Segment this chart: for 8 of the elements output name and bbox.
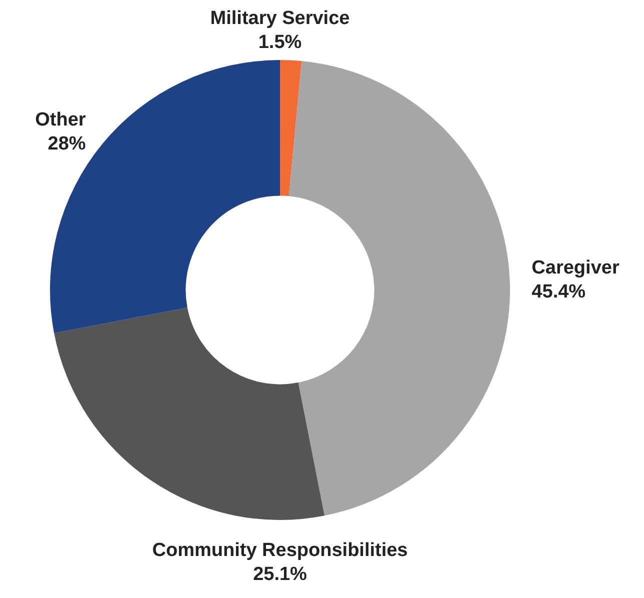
slice-label: Community Responsibilities bbox=[152, 540, 408, 561]
data-label: 1.5% bbox=[258, 32, 302, 53]
data-label: 25.1% bbox=[253, 564, 308, 585]
data-label: 28% bbox=[48, 133, 86, 154]
slice-label: Military Service bbox=[210, 8, 350, 29]
slice-label: Other bbox=[35, 109, 86, 130]
slice-label: Caregiver bbox=[532, 257, 620, 278]
data-label: 45.4% bbox=[532, 281, 586, 302]
